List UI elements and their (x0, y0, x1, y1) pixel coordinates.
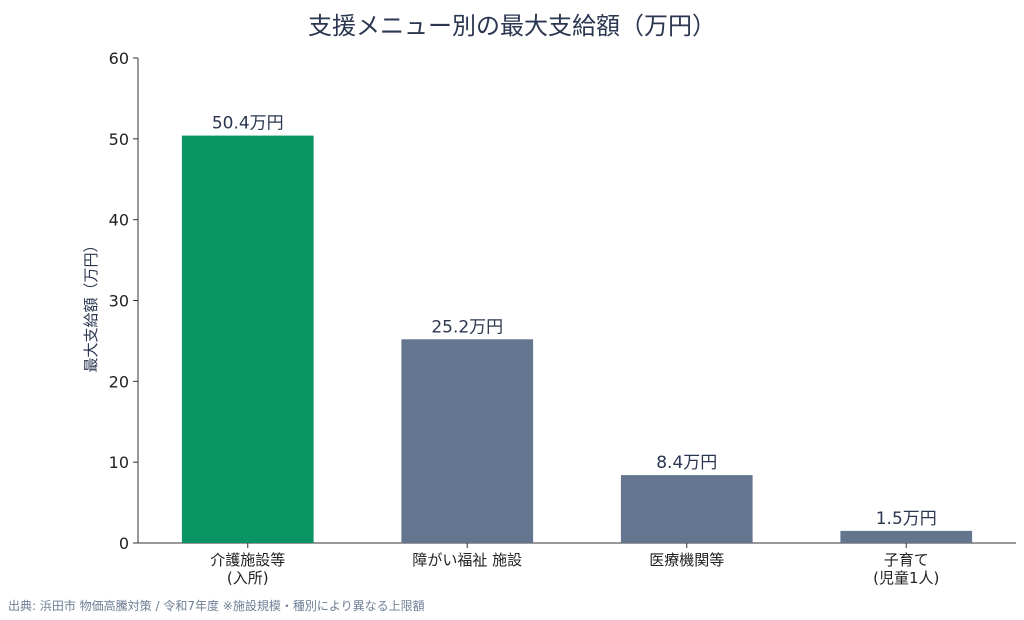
y-tick-labels: 0 10 20 30 40 50 60 (109, 49, 138, 553)
data-labels: 50.4万円 25.2万円 8.4万円 1.5万円 (212, 114, 937, 529)
bar (620, 475, 753, 543)
x-tick-label: 医療機関等 (649, 551, 724, 569)
data-label: 50.4万円 (212, 114, 284, 134)
y-tick-label: 0 (119, 534, 129, 553)
x-tick-label: 子育て(児童1人) (873, 551, 939, 587)
y-tick-label: 60 (109, 49, 129, 68)
x-tick-label: 障がい福祉 施設 (412, 551, 522, 569)
chart-title: 支援メニュー別の最大支給額（万円） (308, 12, 716, 40)
y-tick-label: 40 (109, 211, 129, 230)
x-tick-label: 介護施設等(入所) (210, 551, 285, 587)
bar (401, 339, 534, 543)
y-axis-label: 最大支給額（万円） (82, 237, 100, 372)
y-tick-label: 10 (109, 453, 129, 472)
y-tick-label: 30 (109, 292, 129, 311)
bars (181, 135, 973, 543)
data-label: 25.2万円 (431, 317, 503, 337)
bar (840, 530, 973, 543)
y-tick-label: 20 (109, 372, 129, 391)
data-label: 8.4万円 (656, 453, 717, 473)
x-tick-labels: 介護施設等(入所) 障がい福祉 施設 医療機関等 子育て(児童1人) (210, 543, 939, 587)
data-label: 1.5万円 (876, 509, 937, 529)
source-note: 出典: 浜田市 物価高騰対策 / 令和7年度 ※施設規模・種別により異なる上限額 (8, 599, 425, 613)
y-tick-label: 50 (109, 130, 129, 149)
bar (181, 135, 314, 543)
